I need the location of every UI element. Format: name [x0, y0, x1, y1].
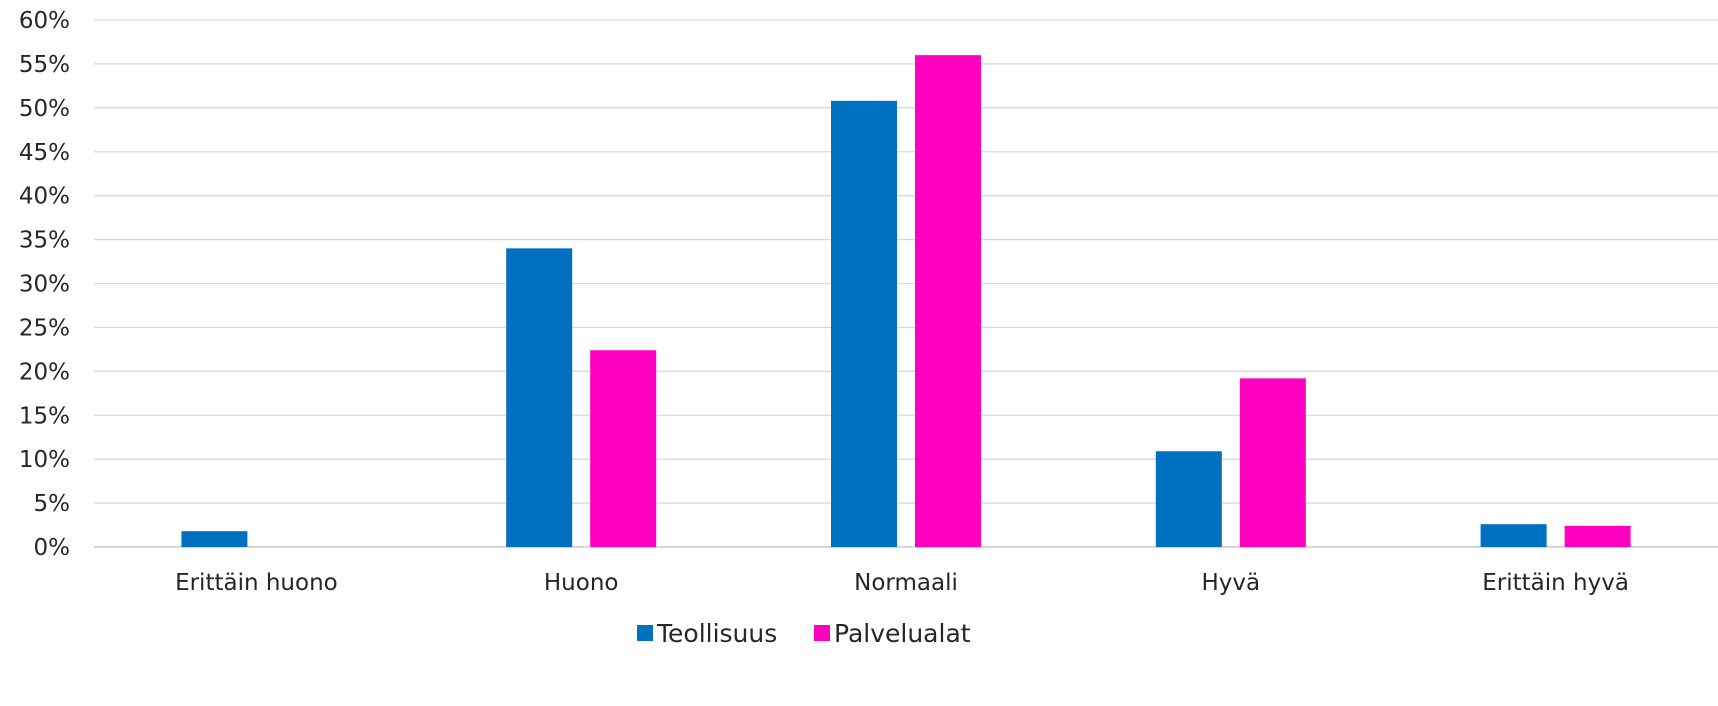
y-tick-label: 50%: [19, 96, 70, 122]
x-tick-label: Huono: [544, 570, 619, 596]
x-tick-label: Erittäin hyvä: [1482, 570, 1629, 596]
y-tick-label: 35%: [19, 228, 70, 254]
bar: [1239, 378, 1306, 547]
bar: [915, 55, 981, 548]
bar: [1480, 524, 1547, 547]
x-tick-label: Hyvä: [1201, 570, 1260, 596]
x-tick-label: Normaali: [854, 570, 958, 596]
bar: [590, 350, 657, 547]
y-tick-label: 40%: [19, 184, 70, 210]
x-axis-ticks: Erittäin huono Huono Normaali Hyvä Erittäin …: [175, 570, 1629, 596]
bar: [831, 100, 897, 547]
y-tick-label: 55%: [19, 52, 70, 78]
y-axis-ticks: 0% 5% 10% 15% 20% 25% 30% 35% 40% 45% 50% 55% 60%: [19, 8, 70, 561]
legend-swatch: [637, 625, 653, 641]
legend-label: Palvelualat: [834, 619, 971, 648]
bar: [1155, 451, 1222, 547]
legend: Teollisuus Palvelualat: [637, 619, 971, 648]
y-tick-label: 30%: [19, 272, 70, 298]
y-tick-label: 45%: [19, 140, 70, 166]
y-tick-label: 60%: [19, 8, 70, 34]
x-tick-label: Erittäin huono: [175, 570, 338, 596]
legend-swatch: [814, 625, 830, 641]
gridlines: [94, 19, 1718, 548]
y-tick-label: 15%: [19, 403, 70, 429]
bars: [181, 55, 1631, 548]
y-tick-label: 5%: [34, 491, 71, 517]
y-tick-label: 0%: [34, 535, 71, 561]
y-tick-label: 10%: [19, 447, 70, 473]
legend-label: Teollisuus: [656, 619, 777, 648]
bar: [181, 531, 248, 547]
bar: [506, 248, 573, 547]
bar: [1564, 525, 1631, 547]
y-tick-label: 20%: [19, 359, 70, 385]
y-tick-label: 25%: [19, 315, 70, 341]
